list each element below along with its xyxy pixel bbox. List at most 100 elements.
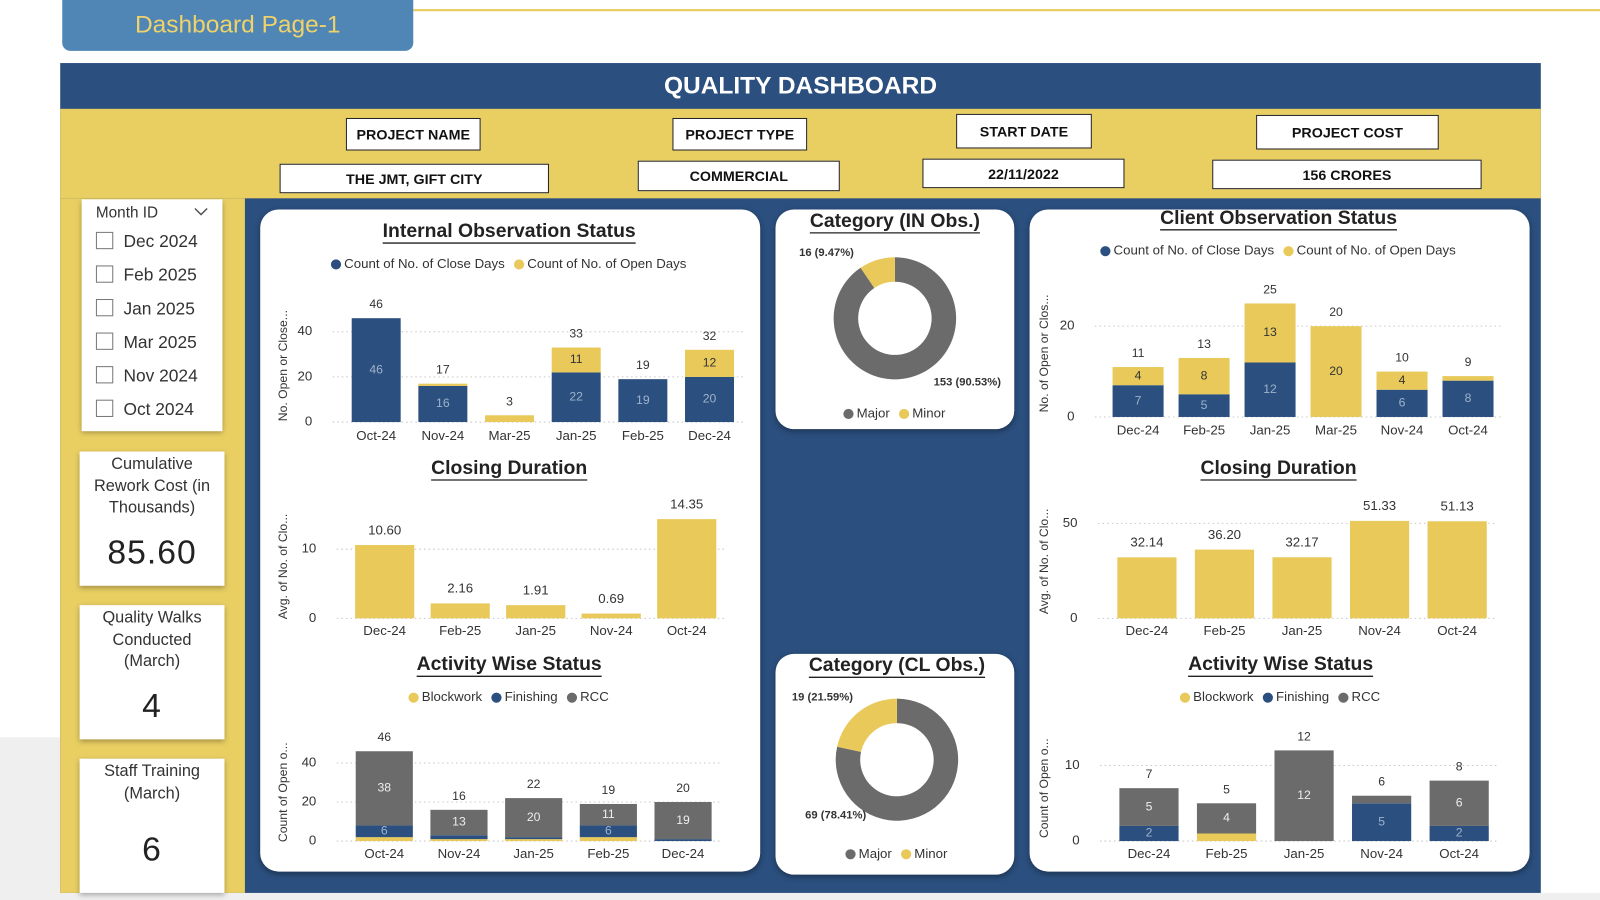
bar-segment xyxy=(1442,380,1494,417)
x-tick-label: Oct-24 xyxy=(364,846,404,861)
bar xyxy=(1194,549,1255,619)
bar xyxy=(506,605,566,619)
chart-card xyxy=(775,653,1015,875)
segment-label: 46 xyxy=(369,362,383,376)
chart-title: Closing Duration xyxy=(1201,457,1357,479)
x-tick-label: Feb-25 xyxy=(1206,846,1248,861)
slicer-item-label: Nov 2024 xyxy=(123,366,198,386)
bar-segment xyxy=(1274,750,1334,842)
slice-label: 69 (78.41%) xyxy=(805,810,866,822)
y-tick-label: 10 xyxy=(302,541,317,556)
bar-segment xyxy=(418,385,468,423)
bar-segment xyxy=(685,376,735,423)
segment-label: 8 xyxy=(1201,368,1208,382)
x-tick-label: Oct-24 xyxy=(1437,623,1477,638)
x-tick-label: Jan-25 xyxy=(1284,846,1325,861)
legend-label: Finishing xyxy=(505,689,558,704)
slicer-item[interactable]: Nov 2024 xyxy=(95,366,198,386)
segment-label: 16 xyxy=(436,396,450,410)
x-tick-label: Jan-25 xyxy=(1282,623,1323,638)
legend-label: Count of No. of Close Days xyxy=(344,256,505,271)
info-value: 22/11/2022 xyxy=(922,158,1125,189)
info-value: THE JMT, GIFT CITY xyxy=(279,163,549,194)
slicer-item-label: Dec 2024 xyxy=(123,231,198,252)
y-tick-label: 0 xyxy=(309,833,316,848)
chevron[interactable] xyxy=(194,206,208,216)
x-tick-label: Feb-25 xyxy=(587,846,629,861)
legend-label: Minor xyxy=(914,846,948,861)
segment-label: 6 xyxy=(381,824,388,838)
total-label: 5 xyxy=(1223,782,1230,796)
x-tick-label: Dec-24 xyxy=(363,623,406,638)
legend-label: Count of No. of Open Days xyxy=(527,256,687,271)
slicer-item[interactable]: Dec 2024 xyxy=(95,231,198,252)
value-label: 0.69 xyxy=(598,591,624,606)
y-axis-label: Count of Open o... xyxy=(1037,738,1051,838)
bar-segment xyxy=(355,837,413,842)
x-tick-label: Mar-25 xyxy=(489,428,531,443)
y-tick-label: 0 xyxy=(1067,408,1074,423)
info-label: PROJECT NAME xyxy=(345,117,481,151)
y-tick-label: 0 xyxy=(1072,833,1079,848)
x-tick-label: Jan-25 xyxy=(513,846,554,861)
total-label: 20 xyxy=(1329,305,1343,319)
x-tick-label: Jan-25 xyxy=(556,428,597,443)
donut-slice xyxy=(860,257,895,288)
bar-segment xyxy=(505,798,563,838)
slicer-item[interactable]: Oct 2024 xyxy=(95,399,194,420)
total-label: 10 xyxy=(1395,351,1409,365)
segment-label: 4 xyxy=(1399,373,1406,387)
bar xyxy=(581,613,641,619)
chart-title: Activity Wise Status xyxy=(417,653,602,675)
bar-segment xyxy=(418,383,468,386)
segment-label: 2 xyxy=(1456,826,1463,840)
total-label: 9 xyxy=(1465,355,1472,369)
legend-label: Major xyxy=(859,846,893,861)
y-axis-label: Avg. of No. of Clo... xyxy=(276,514,290,620)
bar-segment xyxy=(579,825,637,838)
chart-title: Internal Observation Status xyxy=(383,220,636,242)
x-tick-label: Dec-24 xyxy=(662,846,705,861)
chart-card xyxy=(775,209,1015,430)
slicer-item-label: Feb 2025 xyxy=(123,265,197,285)
total-label: 3 xyxy=(506,394,513,408)
bar-segment xyxy=(351,318,401,423)
segment-label: 2 xyxy=(1146,826,1153,840)
bar xyxy=(1272,557,1332,619)
x-tick-label: Dec-24 xyxy=(1126,623,1169,638)
segment-label: 7 xyxy=(1135,393,1142,407)
donut-slice xyxy=(833,257,957,380)
segment-label: 19 xyxy=(636,393,650,407)
bar-segment xyxy=(430,835,488,840)
kpi-value: 85.60 xyxy=(107,532,197,571)
slicer-item-label: Jan 2025 xyxy=(123,298,195,319)
total-label: 20 xyxy=(676,781,690,795)
segment-label: 6 xyxy=(1399,396,1406,410)
page-tab[interactable]: Dashboard Page-1 xyxy=(62,0,414,51)
x-tick-label: Feb-25 xyxy=(1203,623,1245,638)
slicer-item[interactable]: Mar 2025 xyxy=(95,332,197,353)
chart-title: Activity Wise Status xyxy=(1188,653,1373,675)
y-axis-label: No. Open or Close... xyxy=(276,310,290,421)
background xyxy=(0,892,1600,900)
y-tick-label: 40 xyxy=(302,754,317,769)
slicer-item[interactable]: Feb 2025 xyxy=(95,265,197,285)
info-label: PROJECT COST xyxy=(1256,114,1439,150)
legend-marker xyxy=(1179,692,1191,703)
bar xyxy=(1117,557,1177,619)
legend-marker xyxy=(898,408,910,420)
y-tick-label: 20 xyxy=(302,794,317,809)
value-label: 10.60 xyxy=(368,522,401,537)
total-label: 7 xyxy=(1146,767,1153,781)
legend-label: Count of No. of Open Days xyxy=(1297,243,1457,258)
segment-label: 8 xyxy=(1465,391,1472,405)
segment-label: 12 xyxy=(1297,788,1311,802)
kpi-value: 6 xyxy=(142,829,162,868)
info-value: 156 CRORES xyxy=(1212,159,1482,190)
legend-label: Finishing xyxy=(1276,689,1329,704)
x-tick-label: Dec-24 xyxy=(1128,846,1171,861)
chart-title: Category (IN Obs.) xyxy=(810,210,980,232)
slicer-item[interactable]: Jan 2025 xyxy=(95,298,195,319)
legend-label: RCC xyxy=(1352,689,1381,704)
x-tick-label: Jan-25 xyxy=(515,623,556,638)
